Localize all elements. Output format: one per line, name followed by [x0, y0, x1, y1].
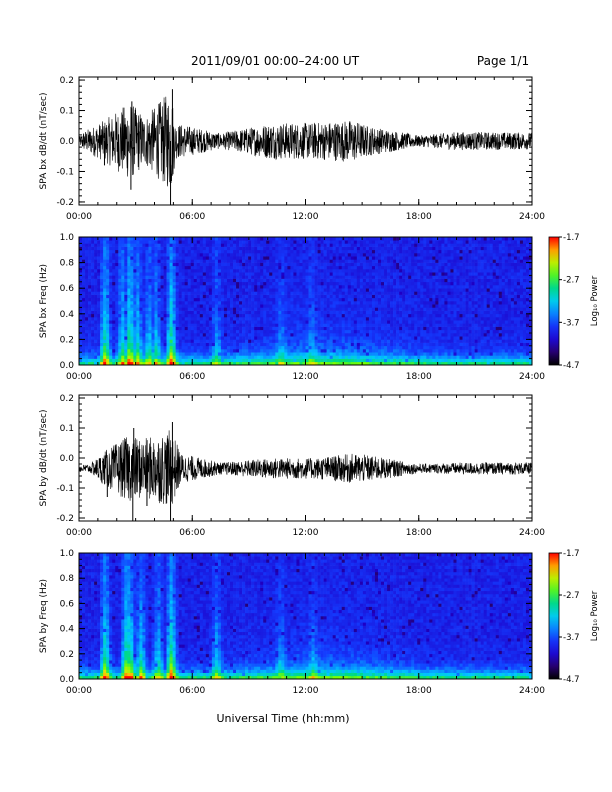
y-tick-label: 0.0 [60, 454, 75, 464]
colorbar-tick-label: -1.7 [563, 549, 580, 559]
y-tick-label: 0.6 [60, 284, 75, 294]
panel-4-axes: 00:00 06:00 12:00 18:00 24:00 0.0 0.2 0.4 0.6 0.8… [39, 549, 545, 696]
colorbar-tick-label: -1.7 [563, 233, 580, 243]
y-tick-label: -0.1 [56, 167, 74, 177]
colorbar-label: Log₁₀ Power [590, 275, 600, 326]
heatmap-2 [79, 237, 533, 366]
y-axis-label: SPA by dB/dt (nT/sec) [39, 410, 49, 507]
y-tick-label: 1.0 [60, 549, 75, 559]
panel-3-axes: 00:00 06:00 12:00 18:00 24:00 -0.2 -0.1 0.0 0.1 0… [39, 394, 545, 538]
colorbar-tick-label: -3.7 [563, 633, 580, 643]
y-tick-label: 0.4 [60, 625, 75, 635]
x-tick-label: 06:00 [179, 372, 205, 382]
x-tick-label: 12:00 [293, 528, 319, 538]
x-tick-label: 24:00 [519, 686, 545, 696]
series-line [79, 430, 532, 504]
colorbar-tick-label: -3.7 [563, 318, 580, 328]
x-tick-label: 06:00 [179, 686, 205, 696]
colorbar-label: Log₁₀ Power [590, 590, 600, 641]
y-tick-label: 0.1 [60, 107, 74, 117]
y-tick-label: 0.2 [60, 650, 74, 660]
y-tick-label: 0.4 [60, 310, 75, 320]
colorbar-tick-label: -4.7 [563, 361, 580, 371]
y-tick-label: 0.8 [60, 574, 75, 584]
x-tick-label: 12:00 [293, 686, 319, 696]
x-tick-label: 06:00 [179, 528, 205, 538]
colorbar-tick-label: -2.7 [563, 276, 580, 286]
x-tick-label: 00:00 [66, 372, 92, 382]
y-tick-label: 1.0 [60, 233, 75, 243]
series-1 [79, 89, 532, 205]
colorbar-4: -1.7 -2.7 -3.7 -4.7 Log₁₀ Power [548, 549, 600, 685]
y-tick-label: 0.6 [60, 599, 75, 609]
y-axis-label: SPA by Freq (Hz) [39, 579, 49, 653]
heatmap-4 [79, 553, 533, 680]
x-axis-label: Universal Time (hh:mm) [217, 712, 350, 725]
y-tick-label: 0.2 [60, 335, 74, 345]
x-tick-label: 00:00 [66, 212, 92, 222]
x-tick-label: 24:00 [519, 212, 545, 222]
colorbar-bar [548, 552, 560, 680]
x-tick-label: 12:00 [293, 212, 319, 222]
x-tick-label: 18:00 [406, 372, 432, 382]
x-tick-label: 12:00 [293, 372, 319, 382]
y-tick-label: 0.0 [60, 361, 75, 371]
y-tick-label: -0.2 [56, 198, 74, 208]
x-tick-label: 18:00 [406, 212, 432, 222]
y-axis-label: SPA bx Freq (Hz) [39, 264, 49, 338]
x-tick-label: 00:00 [66, 528, 92, 538]
x-tick-label: 18:00 [406, 686, 432, 696]
y-tick-label: -0.2 [56, 514, 74, 524]
colorbar-bar [548, 236, 560, 366]
series-3 [79, 422, 532, 521]
colorbar-tick-label: -2.7 [563, 591, 580, 601]
series-line [79, 96, 532, 187]
y-axis-label: SPA bx dB/dt (nT/sec) [39, 93, 49, 190]
panel-2-axes: 00:00 06:00 12:00 18:00 24:00 0.0 0.2 0.4 0.6 0.8… [39, 233, 545, 382]
x-tick-label: 06:00 [179, 212, 205, 222]
colorbar-2: -1.7 -2.7 -3.7 -4.7 Log₁₀ Power [548, 233, 600, 371]
y-tick-label: 0.2 [60, 394, 74, 404]
x-tick-label: 24:00 [519, 528, 545, 538]
y-tick-label: 0.1 [60, 424, 74, 434]
y-tick-label: -0.1 [56, 484, 74, 494]
y-tick-label: 0.2 [60, 76, 74, 86]
x-tick-label: 18:00 [406, 528, 432, 538]
y-tick-label: 0.0 [60, 137, 75, 147]
y-tick-label: 0.0 [60, 675, 75, 685]
page-number: Page 1/1 [477, 54, 529, 68]
x-tick-label: 00:00 [66, 686, 92, 696]
y-tick-label: 0.8 [60, 259, 75, 269]
panels: 00:00 06:00 12:00 18:00 24:00 -0.2 -0.1 0.0 0.1 0… [39, 76, 600, 696]
x-tick-label: 24:00 [519, 372, 545, 382]
panel-1-axes: 00:00 06:00 12:00 18:00 24:00 -0.2 -0.1 0.0 0.1 0… [39, 76, 545, 222]
colorbar-tick-label: -4.7 [563, 675, 580, 685]
figure-title: 2011/09/01 00:00–24:00 UT [191, 54, 360, 68]
